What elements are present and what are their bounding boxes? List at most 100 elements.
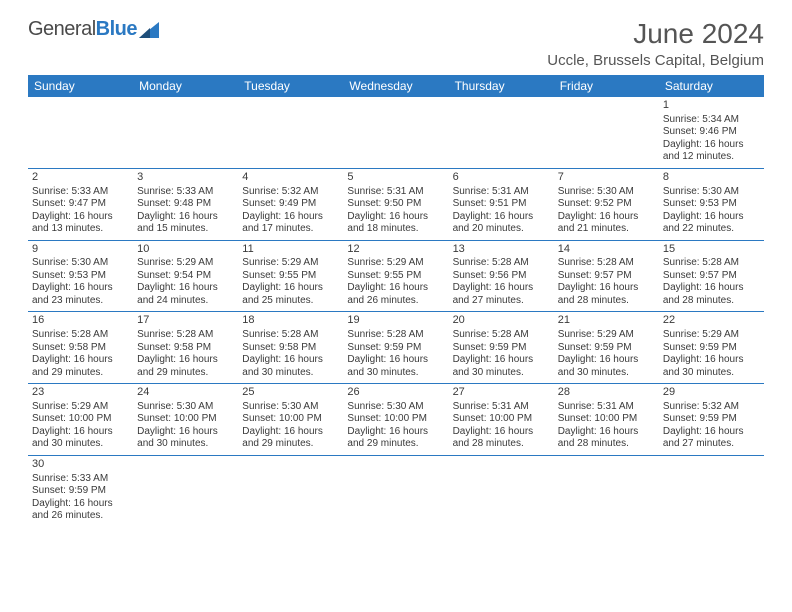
sunrise-text: Sunrise: 5:31 AM <box>453 401 550 414</box>
sunset-text: Sunset: 9:59 PM <box>663 413 760 426</box>
calendar-day: 26Sunrise: 5:30 AMSunset: 10:00 PMDaylig… <box>343 384 448 456</box>
daylight-text: Daylight: 16 hours <box>347 354 444 367</box>
sunset-text: Sunset: 9:59 PM <box>32 485 129 498</box>
logo-text: GeneralBlue <box>28 18 137 41</box>
sunrise-text: Sunrise: 5:30 AM <box>242 401 339 414</box>
day-number: 7 <box>558 171 655 185</box>
daylight-text: and 18 minutes. <box>347 223 444 236</box>
daylight-text: and 24 minutes. <box>137 295 234 308</box>
daylight-text: Daylight: 16 hours <box>663 211 760 224</box>
calendar-day: 23Sunrise: 5:29 AMSunset: 10:00 PMDaylig… <box>28 384 133 456</box>
calendar-day: 15Sunrise: 5:28 AMSunset: 9:57 PMDayligh… <box>659 240 764 312</box>
day-header: Tuesday <box>238 75 343 97</box>
daylight-text: Daylight: 16 hours <box>242 211 339 224</box>
calendar-empty <box>238 455 343 526</box>
daylight-text: Daylight: 16 hours <box>347 426 444 439</box>
day-number: 3 <box>137 171 234 185</box>
calendar-day: 6Sunrise: 5:31 AMSunset: 9:51 PMDaylight… <box>449 168 554 240</box>
sunrise-text: Sunrise: 5:32 AM <box>242 186 339 199</box>
calendar-day: 1Sunrise: 5:34 AMSunset: 9:46 PMDaylight… <box>659 97 764 168</box>
daylight-text: Daylight: 16 hours <box>137 354 234 367</box>
daylight-text: and 21 minutes. <box>558 223 655 236</box>
logo-accent: Blue <box>96 18 137 40</box>
day-number: 4 <box>242 171 339 185</box>
calendar-empty <box>449 455 554 526</box>
sunset-text: Sunset: 9:48 PM <box>137 198 234 211</box>
month-title: June 2024 <box>547 18 764 50</box>
calendar-day: 28Sunrise: 5:31 AMSunset: 10:00 PMDaylig… <box>554 384 659 456</box>
daylight-text: Daylight: 16 hours <box>663 139 760 152</box>
daylight-text: Daylight: 16 hours <box>453 211 550 224</box>
day-number: 20 <box>453 314 550 328</box>
sunset-text: Sunset: 9:47 PM <box>32 198 129 211</box>
sunrise-text: Sunrise: 5:28 AM <box>347 329 444 342</box>
daylight-text: Daylight: 16 hours <box>32 211 129 224</box>
day-number: 16 <box>32 314 129 328</box>
calendar-empty <box>554 97 659 168</box>
daylight-text: and 23 minutes. <box>32 295 129 308</box>
daylight-text: and 15 minutes. <box>137 223 234 236</box>
daylight-text: and 30 minutes. <box>663 367 760 380</box>
calendar-day: 19Sunrise: 5:28 AMSunset: 9:59 PMDayligh… <box>343 312 448 384</box>
sunrise-text: Sunrise: 5:29 AM <box>663 329 760 342</box>
sunrise-text: Sunrise: 5:28 AM <box>558 257 655 270</box>
daylight-text: Daylight: 16 hours <box>558 211 655 224</box>
sunrise-text: Sunrise: 5:30 AM <box>663 186 760 199</box>
calendar-empty <box>133 97 238 168</box>
daylight-text: and 29 minutes. <box>137 367 234 380</box>
title-block: June 2024 Uccle, Brussels Capital, Belgi… <box>547 18 764 69</box>
daylight-text: Daylight: 16 hours <box>32 354 129 367</box>
calendar-week: 2Sunrise: 5:33 AMSunset: 9:47 PMDaylight… <box>28 168 764 240</box>
day-header: Monday <box>133 75 238 97</box>
day-number: 12 <box>347 243 444 257</box>
location-subtitle: Uccle, Brussels Capital, Belgium <box>547 52 764 69</box>
daylight-text: Daylight: 16 hours <box>347 282 444 295</box>
daylight-text: and 22 minutes. <box>663 223 760 236</box>
day-number: 8 <box>663 171 760 185</box>
day-number: 1 <box>663 99 760 113</box>
daylight-text: and 30 minutes. <box>242 367 339 380</box>
calendar-day: 25Sunrise: 5:30 AMSunset: 10:00 PMDaylig… <box>238 384 343 456</box>
calendar-day: 8Sunrise: 5:30 AMSunset: 9:53 PMDaylight… <box>659 168 764 240</box>
calendar-empty <box>28 97 133 168</box>
calendar-day: 3Sunrise: 5:33 AMSunset: 9:48 PMDaylight… <box>133 168 238 240</box>
calendar-table: SundayMondayTuesdayWednesdayThursdayFrid… <box>28 75 764 527</box>
calendar-day: 10Sunrise: 5:29 AMSunset: 9:54 PMDayligh… <box>133 240 238 312</box>
daylight-text: and 28 minutes. <box>663 295 760 308</box>
sunset-text: Sunset: 9:58 PM <box>32 342 129 355</box>
daylight-text: and 25 minutes. <box>242 295 339 308</box>
sunset-text: Sunset: 10:00 PM <box>137 413 234 426</box>
sunset-text: Sunset: 10:00 PM <box>242 413 339 426</box>
sunset-text: Sunset: 9:57 PM <box>558 270 655 283</box>
daylight-text: Daylight: 16 hours <box>137 211 234 224</box>
day-number: 22 <box>663 314 760 328</box>
daylight-text: and 30 minutes. <box>137 438 234 451</box>
daylight-text: and 30 minutes. <box>453 367 550 380</box>
day-number: 19 <box>347 314 444 328</box>
calendar-week: 30Sunrise: 5:33 AMSunset: 9:59 PMDayligh… <box>28 455 764 526</box>
day-number: 18 <box>242 314 339 328</box>
sunrise-text: Sunrise: 5:28 AM <box>32 329 129 342</box>
logo-triangle-icon <box>139 22 159 38</box>
daylight-text: Daylight: 16 hours <box>137 426 234 439</box>
daylight-text: and 26 minutes. <box>32 510 129 523</box>
calendar-day: 9Sunrise: 5:30 AMSunset: 9:53 PMDaylight… <box>28 240 133 312</box>
sunrise-text: Sunrise: 5:29 AM <box>32 401 129 414</box>
calendar-day: 27Sunrise: 5:31 AMSunset: 10:00 PMDaylig… <box>449 384 554 456</box>
day-number: 25 <box>242 386 339 400</box>
daylight-text: and 29 minutes. <box>242 438 339 451</box>
daylight-text: and 28 minutes. <box>558 438 655 451</box>
calendar-day: 17Sunrise: 5:28 AMSunset: 9:58 PMDayligh… <box>133 312 238 384</box>
daylight-text: Daylight: 16 hours <box>137 282 234 295</box>
sunrise-text: Sunrise: 5:28 AM <box>453 257 550 270</box>
calendar-empty <box>554 455 659 526</box>
daylight-text: and 29 minutes. <box>32 367 129 380</box>
sunset-text: Sunset: 10:00 PM <box>347 413 444 426</box>
sunrise-text: Sunrise: 5:33 AM <box>137 186 234 199</box>
calendar-empty <box>343 455 448 526</box>
day-number: 13 <box>453 243 550 257</box>
calendar-day: 21Sunrise: 5:29 AMSunset: 9:59 PMDayligh… <box>554 312 659 384</box>
sunset-text: Sunset: 9:50 PM <box>347 198 444 211</box>
daylight-text: and 28 minutes. <box>558 295 655 308</box>
sunrise-text: Sunrise: 5:29 AM <box>137 257 234 270</box>
